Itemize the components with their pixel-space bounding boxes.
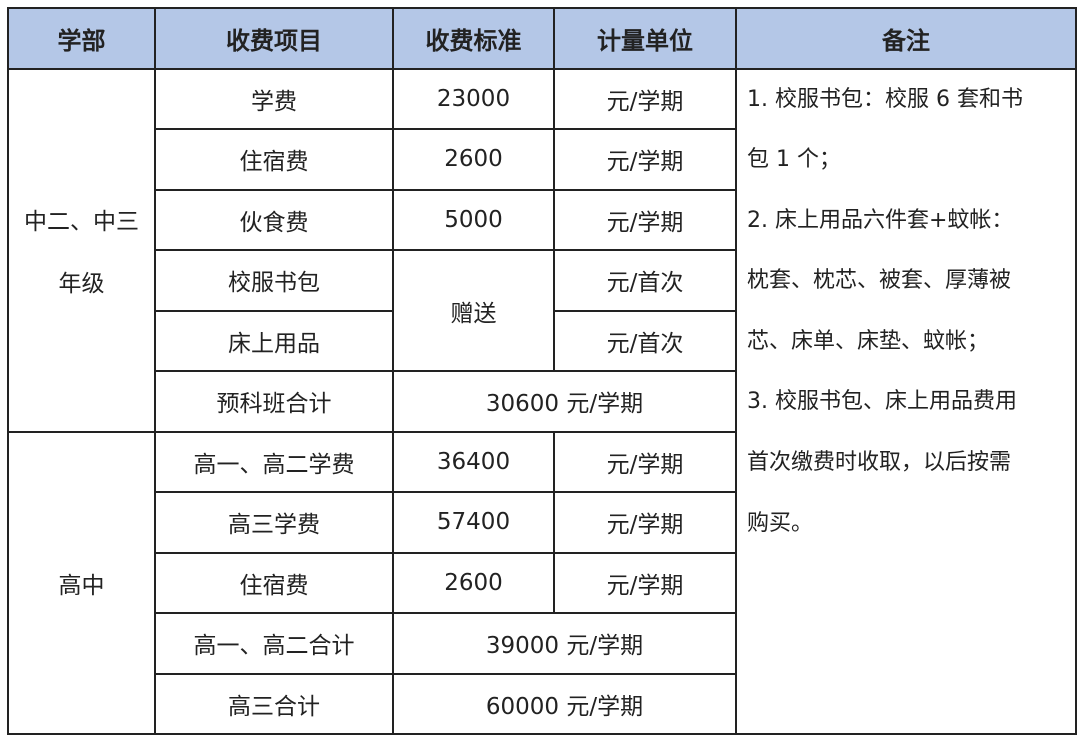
standard-cell: 23000 [392,67,555,130]
total-cell: 30600 元/学期 [392,370,737,433]
note-line: 3. 校服书包、床上用品费用 [747,389,1017,415]
unit-cell: 元/首次 [553,249,737,312]
table-row: 高中 高一、高二学费 36400 元/学期 [7,430,1076,735]
note-line: 2. 床上用品六件套+蚊帐： [747,207,1014,233]
note-line: 首次缴费时收取，以后按需 [747,450,1012,476]
table-row: 住宿费 2600 元/学期 [8,128,1076,191]
header-item: 收费项目 [154,7,394,70]
note-line: 购买。 [747,510,814,536]
standard-cell: 57400 [392,491,555,554]
item-cell: 高三合计 [154,672,394,735]
unit-cell: 元/首次 [553,309,737,372]
total-row: 高一、高二合计 39000 元/学期 [8,612,1076,675]
notes-cell: 1. 校服书包：校服 6 套和书 包 1 个； 2. 床上用品六件套+蚊帐： 枕… [735,67,1077,735]
header-dept: 学部 [7,7,156,70]
item-cell: 学费 [154,67,394,130]
item-cell: 伙食费 [154,188,394,251]
total-cell: 39000 元/学期 [392,612,737,675]
total-row: 高三合计 60000 元/学期 [8,672,1076,735]
note-line: 包 1 个； [747,147,841,173]
table-row: 住宿费 2600 元/学期 [8,551,1076,614]
standard-cell: 5000 [392,188,555,251]
item-cell: 高一、高二学费 [154,430,394,493]
item-cell: 住宿费 [154,128,394,191]
table-row: 校服书包 赠送 元/首次 [8,249,1076,372]
item-cell: 住宿费 [154,551,394,614]
header-standard: 收费标准 [392,7,555,70]
dept-cell: 高中 [7,430,156,735]
total-cell: 60000 元/学期 [392,672,737,735]
table-row: 中二、中三年级 学费 23000 元/学期 1. 校服书包：校服 6 套和书 包… [7,67,1077,735]
dept-line: 中二、中三 [24,209,139,235]
item-cell: 床上用品 [154,309,394,372]
total-row: 预科班合计 30600 元/学期 [8,370,1076,433]
item-cell: 高三学费 [154,491,394,554]
dept-line: 年级 [58,271,105,297]
standard-cell: 36400 [392,430,555,493]
header-notes: 备注 [735,7,1077,70]
note-line: 1. 校服书包：校服 6 套和书 [747,86,1023,112]
unit-cell: 元/学期 [553,430,737,493]
unit-cell: 元/学期 [553,491,737,554]
note-line: 枕套、枕芯、被套、厚薄被 [747,268,1012,294]
unit-cell: 元/学期 [553,188,737,251]
table-row: 伙食费 5000 元/学期 [8,188,1076,251]
dept-cell: 中二、中三 年级 [7,67,156,433]
unit-cell: 元/学期 [553,128,737,191]
table-row: 高三学费 57400 元/学期 [8,491,1076,554]
table-row: 床上用品 元/首次 [8,309,1076,372]
unit-cell: 元/学期 [553,67,737,130]
unit-cell: 元/学期 [553,551,737,614]
gift-cell: 赠送 [392,249,555,372]
standard-cell: 2600 [392,128,555,191]
note-line: 芯、床单、床垫、蚊帐； [747,328,990,354]
item-cell: 高一、高二合计 [154,612,394,675]
header-row: 学部 收费项目 收费标准 计量单位 备注 [7,7,1077,70]
header-unit: 计量单位 [553,7,737,70]
fee-table: 学部 收费项目 收费标准 计量单位 备注 中二、中三年级 学费 23000 元/… [7,7,1077,735]
standard-cell: 2600 [392,551,555,614]
item-cell: 预科班合计 [154,370,394,433]
item-cell: 校服书包 [154,249,394,312]
